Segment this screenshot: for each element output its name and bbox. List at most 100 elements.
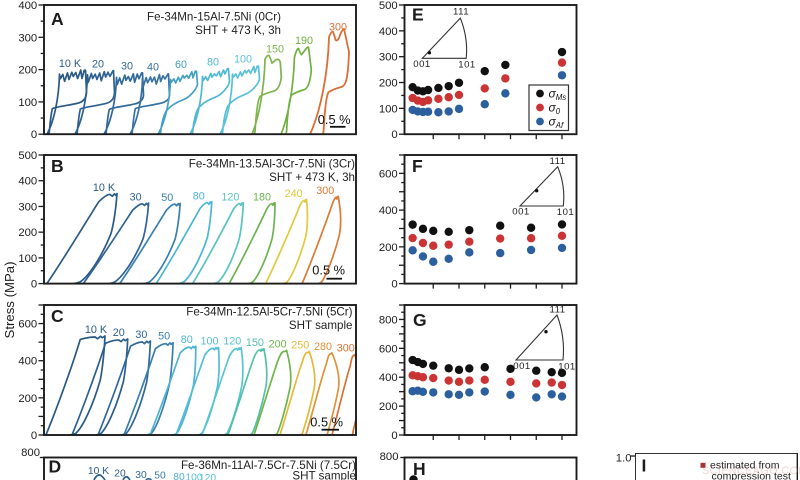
svg-text:0: 0 xyxy=(391,430,397,442)
svg-text:30: 30 xyxy=(121,61,133,73)
svg-text:800: 800 xyxy=(21,447,40,459)
svg-text:10 K: 10 K xyxy=(88,466,109,477)
svg-text:I: I xyxy=(642,456,647,476)
svg-text:280: 280 xyxy=(314,341,332,353)
svg-text:800: 800 xyxy=(379,314,398,326)
svg-text:100: 100 xyxy=(234,54,252,66)
svg-text:A: A xyxy=(51,9,64,29)
svg-text:300: 300 xyxy=(379,52,398,64)
svg-text:E: E xyxy=(412,5,424,25)
svg-text:400: 400 xyxy=(18,356,37,368)
svg-text:10 K: 10 K xyxy=(93,182,116,194)
svg-text:80: 80 xyxy=(207,56,219,68)
svg-text:600: 600 xyxy=(18,319,37,331)
svg-text:200: 200 xyxy=(379,242,398,254)
svg-text:H: H xyxy=(413,459,426,479)
svg-text:500: 500 xyxy=(18,150,37,162)
svg-text:300: 300 xyxy=(18,32,37,44)
svg-text:111: 111 xyxy=(453,7,469,18)
svg-text:100: 100 xyxy=(18,97,37,109)
svg-text:30: 30 xyxy=(135,470,147,480)
svg-text:150: 150 xyxy=(246,337,264,349)
svg-text:101: 101 xyxy=(558,361,576,372)
svg-text:300: 300 xyxy=(316,185,334,197)
svg-text:400: 400 xyxy=(18,0,37,12)
svg-text:SHT + 473 K, 3h: SHT + 473 K, 3h xyxy=(269,171,355,184)
svg-text:111: 111 xyxy=(549,305,565,316)
svg-text:50: 50 xyxy=(154,471,166,480)
svg-text:0: 0 xyxy=(391,279,397,291)
svg-text:800: 800 xyxy=(380,451,399,463)
svg-text:SHT + 473 K, 3h: SHT + 473 K, 3h xyxy=(195,24,281,37)
svg-text:111: 111 xyxy=(549,156,565,167)
svg-text:200: 200 xyxy=(379,401,398,413)
svg-text:compression test: compression test xyxy=(712,471,791,480)
svg-text:0.5 %: 0.5 % xyxy=(312,263,345,278)
svg-text:Fe-34Mn-15Al-7.5Ni (0Cr): Fe-34Mn-15Al-7.5Ni (0Cr) xyxy=(147,11,281,24)
svg-text:Fe-34Mn-12.5Al-5Cr-7.5Ni (5Cr): Fe-34Mn-12.5Al-5Cr-7.5Ni (5Cr) xyxy=(186,306,352,319)
svg-text:180: 180 xyxy=(253,191,271,203)
svg-text:120: 120 xyxy=(221,191,239,203)
svg-text:200: 200 xyxy=(18,393,37,405)
svg-text:300: 300 xyxy=(329,21,347,33)
svg-text:300: 300 xyxy=(18,201,37,213)
svg-text:20: 20 xyxy=(92,58,104,70)
svg-text:001: 001 xyxy=(413,59,431,70)
svg-text:C: C xyxy=(51,306,64,326)
svg-text:Fe-36Mn-11Al-7.5Cr-7.5Ni (7.5C: Fe-36Mn-11Al-7.5Cr-7.5Ni (7.5Cr) xyxy=(181,459,356,472)
svg-text:30: 30 xyxy=(130,192,142,204)
svg-text:200: 200 xyxy=(269,338,287,350)
svg-text:40: 40 xyxy=(147,62,159,74)
svg-text:80: 80 xyxy=(193,190,205,202)
svg-text:10 K: 10 K xyxy=(85,324,108,336)
svg-text:20: 20 xyxy=(113,327,125,339)
svg-text:100: 100 xyxy=(18,253,37,265)
svg-text:400: 400 xyxy=(18,176,37,188)
svg-text:101: 101 xyxy=(557,207,575,218)
svg-text:120: 120 xyxy=(199,473,216,480)
svg-text:50: 50 xyxy=(158,331,170,343)
svg-text:150: 150 xyxy=(266,43,284,55)
svg-text:001: 001 xyxy=(513,361,531,372)
svg-text:0: 0 xyxy=(31,279,37,291)
svg-text:600: 600 xyxy=(379,343,398,355)
svg-text:0: 0 xyxy=(31,430,37,442)
svg-text:400: 400 xyxy=(379,26,398,38)
svg-text:100: 100 xyxy=(185,473,202,480)
svg-text:200: 200 xyxy=(379,78,398,90)
svg-text:SHT sample: SHT sample xyxy=(292,470,356,480)
svg-text:120: 120 xyxy=(223,336,241,348)
svg-text:80: 80 xyxy=(173,472,185,480)
svg-text:200: 200 xyxy=(18,65,37,77)
svg-text:0: 0 xyxy=(391,129,397,141)
svg-text:200: 200 xyxy=(18,227,37,239)
svg-text:1.0: 1.0 xyxy=(616,453,632,465)
svg-text:100: 100 xyxy=(379,103,398,115)
svg-text:80: 80 xyxy=(181,334,193,346)
svg-text:G: G xyxy=(413,310,427,330)
svg-text:250: 250 xyxy=(291,339,309,351)
svg-text:estimated from: estimated from xyxy=(710,459,780,471)
svg-text:101: 101 xyxy=(458,60,476,71)
svg-text:60: 60 xyxy=(175,59,187,71)
svg-text:D: D xyxy=(49,457,62,477)
svg-text:Stress (MPa): Stress (MPa) xyxy=(2,262,17,339)
svg-text:B: B xyxy=(51,156,64,176)
svg-text:20: 20 xyxy=(114,469,126,480)
svg-text:300: 300 xyxy=(337,343,355,355)
svg-text:0: 0 xyxy=(31,129,37,141)
svg-text:190: 190 xyxy=(295,35,313,47)
svg-text:0.5 %: 0.5 % xyxy=(310,415,343,430)
svg-text:600: 600 xyxy=(379,168,398,180)
svg-text:Fe-34Mn-13.5Al-3Cr-7.5Ni (3Cr): Fe-34Mn-13.5Al-3Cr-7.5Ni (3Cr) xyxy=(189,158,355,171)
svg-text:001: 001 xyxy=(512,207,530,218)
svg-text:400: 400 xyxy=(379,205,398,217)
svg-text:0.5 %: 0.5 % xyxy=(318,112,351,127)
svg-text:50: 50 xyxy=(161,192,173,204)
svg-text:30: 30 xyxy=(135,329,147,341)
svg-text:SCIENCEAGO.COM: SCIENCEAGO.COM xyxy=(702,465,800,477)
svg-text:400: 400 xyxy=(379,372,398,384)
svg-text:10 K: 10 K xyxy=(59,58,82,70)
svg-text:100: 100 xyxy=(200,335,218,347)
svg-text:500: 500 xyxy=(379,0,398,12)
